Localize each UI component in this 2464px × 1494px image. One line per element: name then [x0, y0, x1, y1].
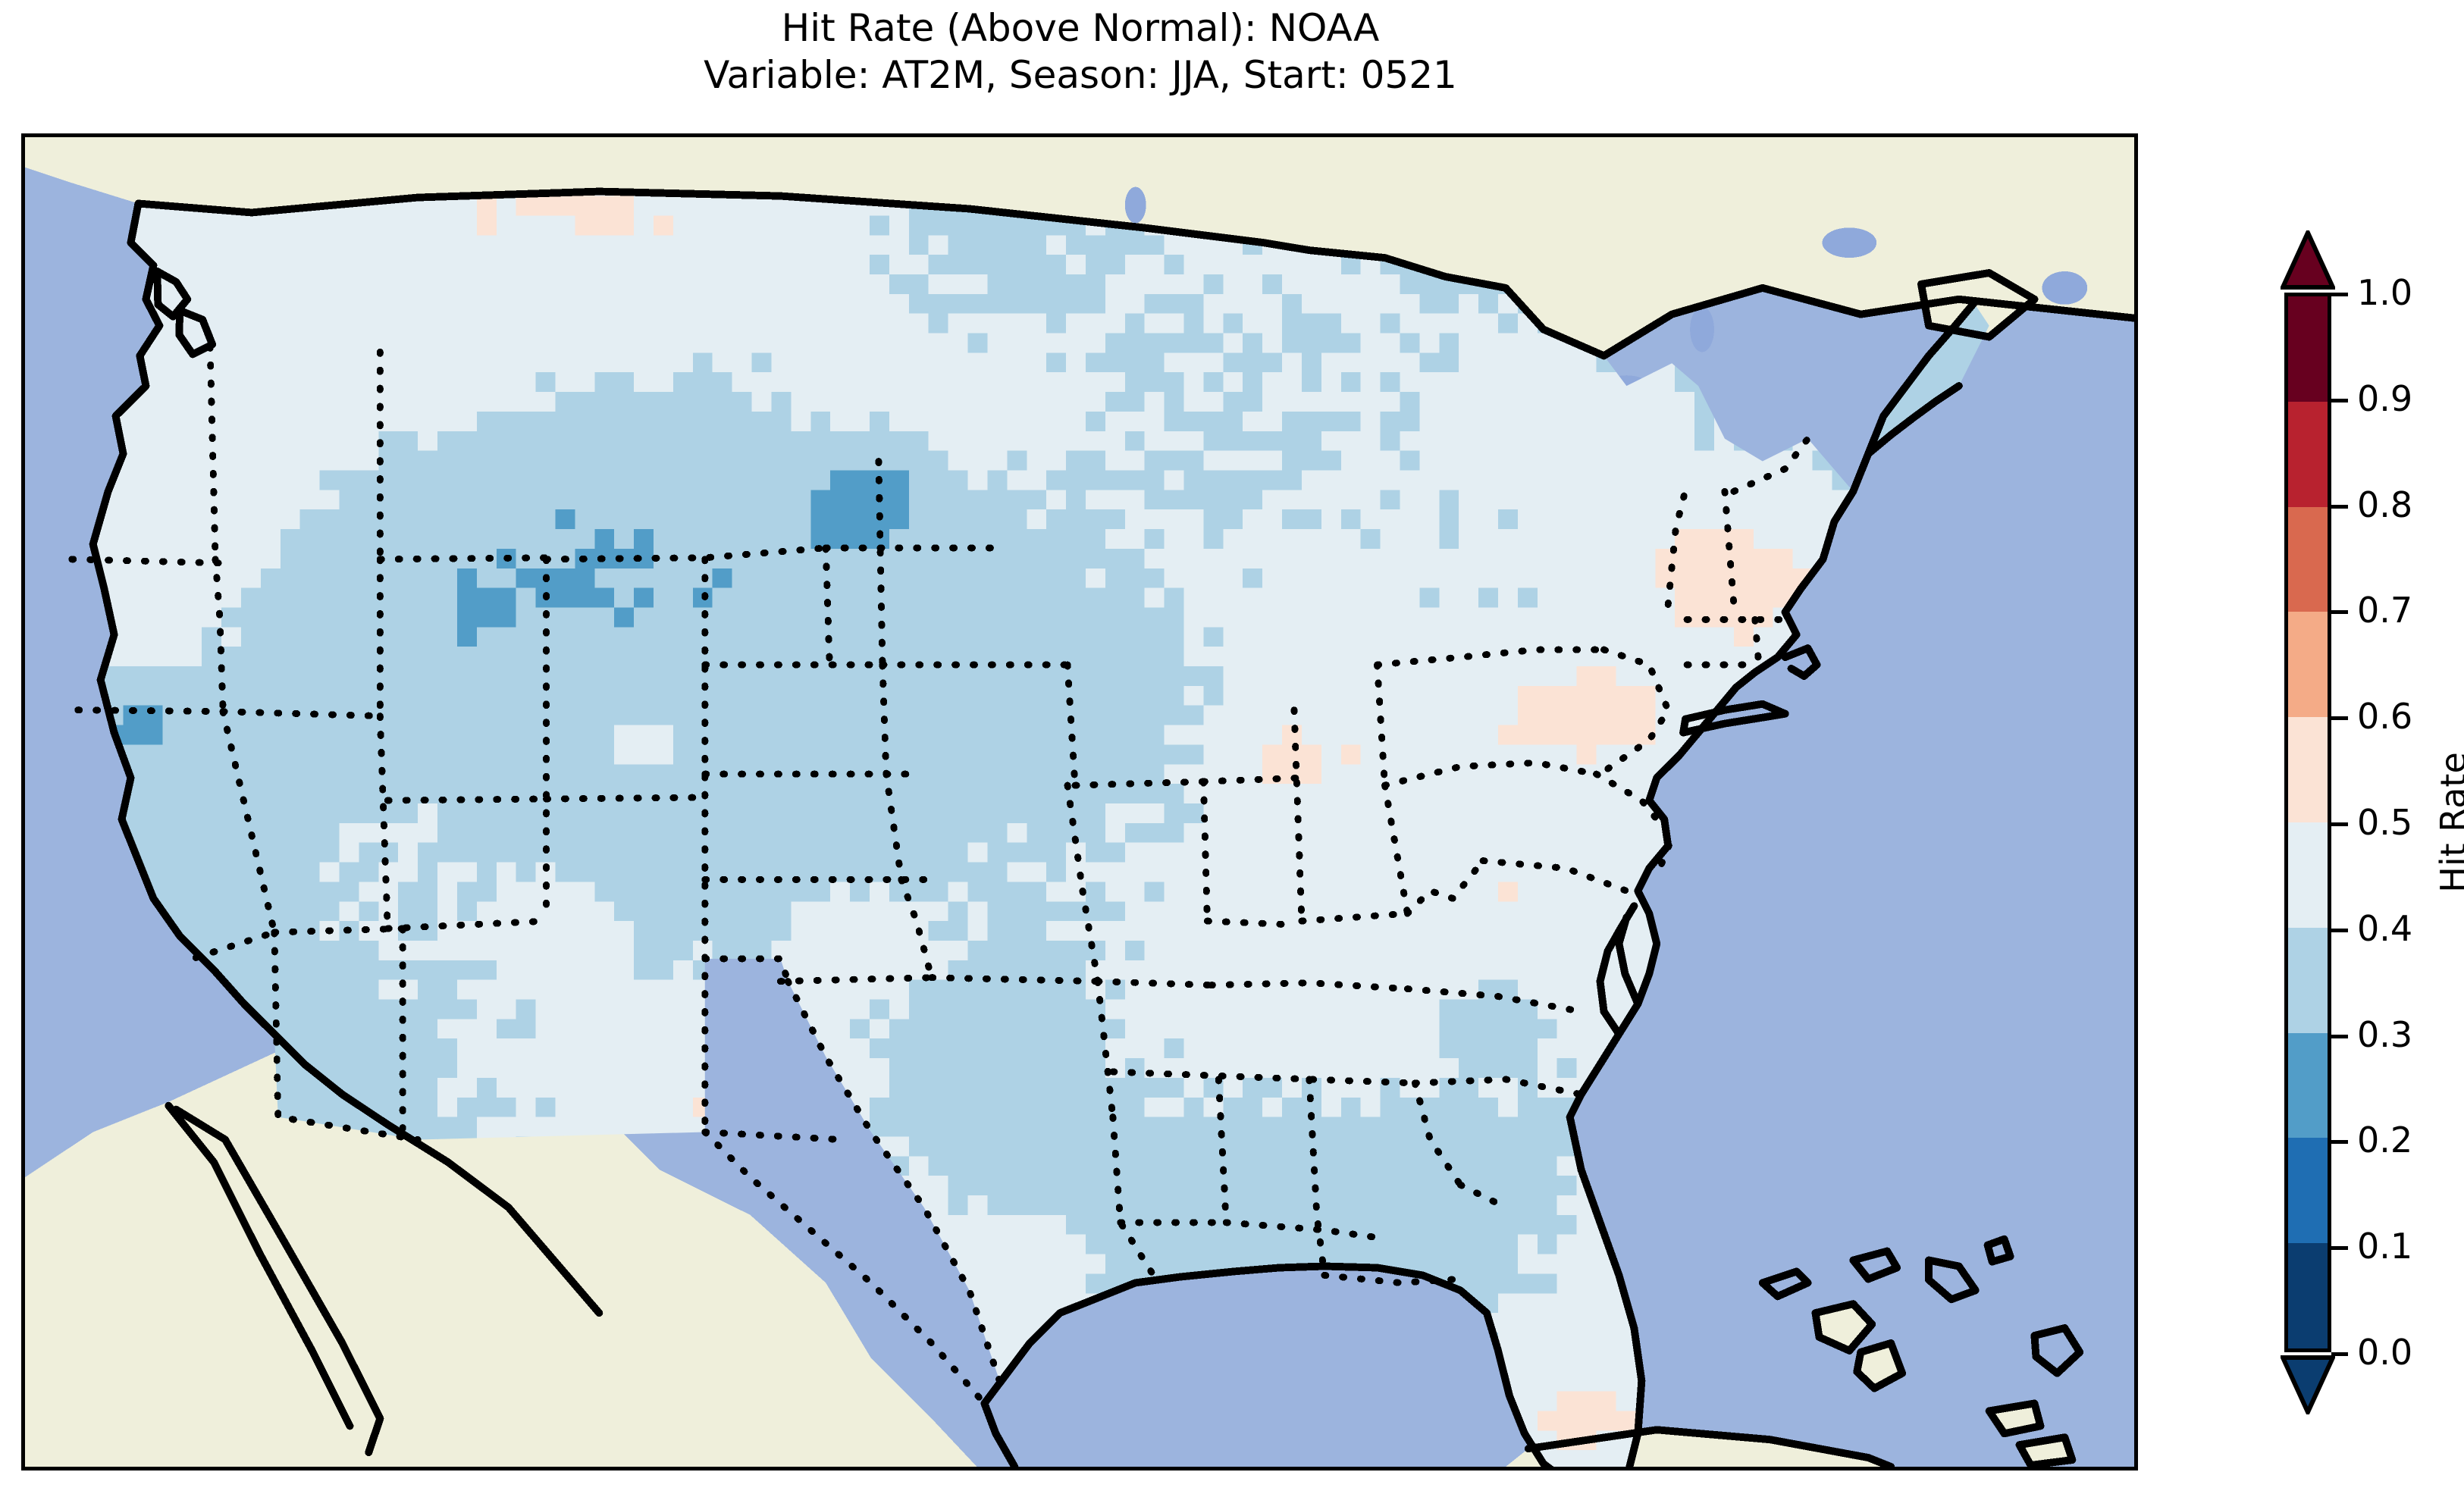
colorbar-tick-label-1: 0.9: [2357, 377, 2413, 419]
colorbar-band-5: [2288, 822, 2328, 928]
colorbar-tick-6: [2331, 928, 2348, 932]
colorbar-band-0: [2288, 296, 2328, 402]
colorbar-tick-label-8: 0.2: [2357, 1120, 2413, 1161]
colorbar-tick-label-5: 0.5: [2357, 802, 2413, 843]
colorbar-band-6: [2288, 927, 2328, 1033]
colorbar-tick-8: [2331, 1140, 2348, 1145]
colorbar-tick-10: [2331, 1352, 2348, 1356]
colorbar-over-arrow: [2281, 230, 2335, 290]
colorbar-axis-label: Hit Rate: [2433, 752, 2464, 893]
colorbar-tick-label-2: 0.8: [2357, 484, 2413, 525]
colorbar-tick-7: [2331, 1034, 2348, 1038]
colorbar-tick-1: [2331, 398, 2348, 402]
colorbar-band-4: [2288, 717, 2328, 822]
colorbar-tick-label-4: 0.6: [2357, 696, 2413, 738]
colorbar-tick-2: [2331, 504, 2348, 509]
colorbar-band-8: [2288, 1138, 2328, 1244]
colorbar-tick-0: [2331, 293, 2348, 296]
colorbar-band-1: [2288, 401, 2328, 507]
title-line-2: Variable: AT2M, Season: JJA, Start: 0521: [704, 53, 1457, 97]
colorbar-tick-label-10: 0.0: [2357, 1332, 2413, 1373]
colorbar-tick-3: [2331, 610, 2348, 615]
colorbar-band-7: [2288, 1032, 2328, 1139]
colorbar-bands: [2284, 293, 2331, 1352]
colorbar-tick-label-3: 0.7: [2357, 590, 2413, 631]
colorbar[interactable]: 1.0 0.9 0.8 0.7 0.6 0.5 0.4 0.3 0.2 0.1 0.0 Hit Ra…: [2281, 230, 2464, 1414]
coastline-layer: [89, 187, 2134, 1467]
colorbar-band-2: [2288, 506, 2328, 612]
colorbar-tick-4: [2331, 716, 2348, 721]
map-axes[interactable]: [21, 133, 2138, 1471]
colorbar-tick-label-6: 0.4: [2357, 907, 2413, 949]
colorbar-tick-9: [2331, 1246, 2348, 1251]
map-plot: [25, 137, 2134, 1467]
state-borders: [68, 343, 1812, 1407]
title-line-1: Hit Rate (Above Normal): NOAA: [781, 6, 1380, 50]
colorbar-tick-label-9: 0.1: [2357, 1226, 2413, 1267]
colorbar-tick-label-7: 0.3: [2357, 1013, 2413, 1055]
colorbar-tick-5: [2331, 822, 2348, 826]
colorbar-band-9: [2288, 1243, 2328, 1348]
colorbar-band-3: [2288, 612, 2328, 718]
figure-title: Hit Rate (Above Normal): NOAA Variable: …: [0, 5, 2161, 99]
colorbar-tick-label-0: 1.0: [2357, 272, 2413, 313]
colorbar-under-arrow: [2281, 1355, 2335, 1414]
